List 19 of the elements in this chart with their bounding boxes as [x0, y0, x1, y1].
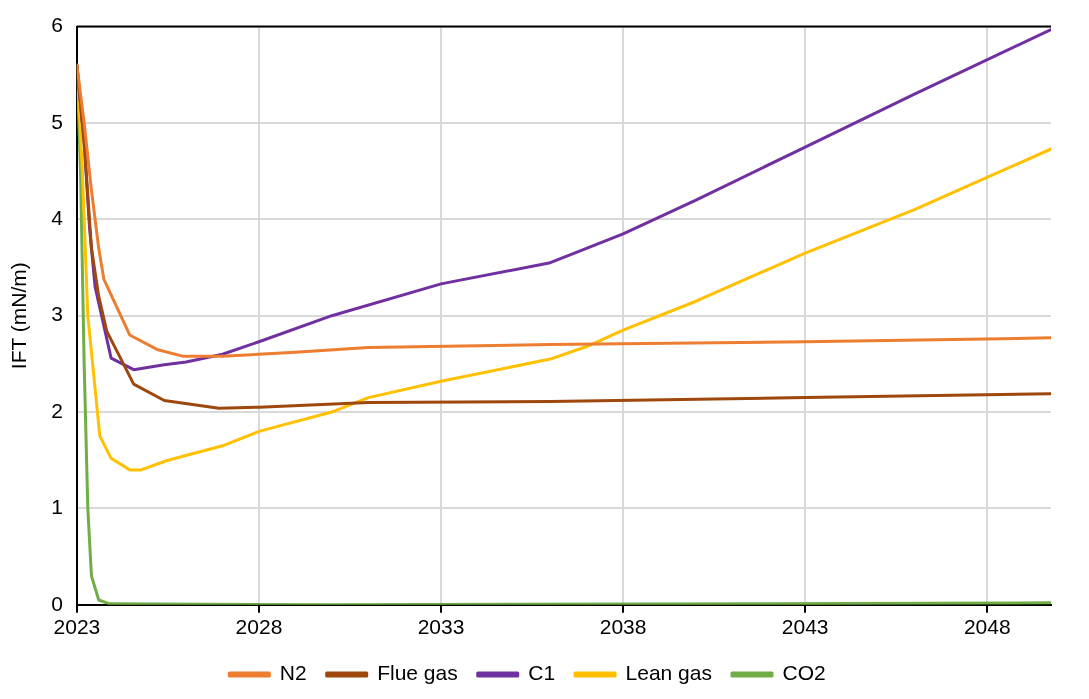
y-axis-title: IFT (mN/m): [7, 262, 31, 370]
x-tick-label: 2033: [417, 615, 465, 639]
x-tick-label: 2023: [53, 615, 101, 639]
x-tick-label: 2048: [963, 615, 1011, 639]
x-tick-label: 2038: [599, 615, 647, 639]
legend-label: N2: [279, 661, 307, 685]
y-tick-label: 0: [51, 591, 63, 615]
x-tick-label: 2043: [781, 615, 829, 639]
x-tick-label: 2028: [235, 615, 283, 639]
legend-label: C1: [528, 661, 556, 685]
y-tick-label: 6: [51, 13, 63, 37]
legend-label: CO2: [782, 661, 826, 685]
y-tick-label: 5: [51, 109, 63, 133]
y-tick-label: 3: [51, 302, 63, 326]
legend-label: Flue gas: [377, 661, 458, 685]
legend-label: Lean gas: [625, 661, 712, 685]
y-tick-label: 2: [51, 398, 63, 422]
y-tick-label: 4: [51, 206, 64, 230]
y-tick-label: 1: [51, 495, 63, 519]
